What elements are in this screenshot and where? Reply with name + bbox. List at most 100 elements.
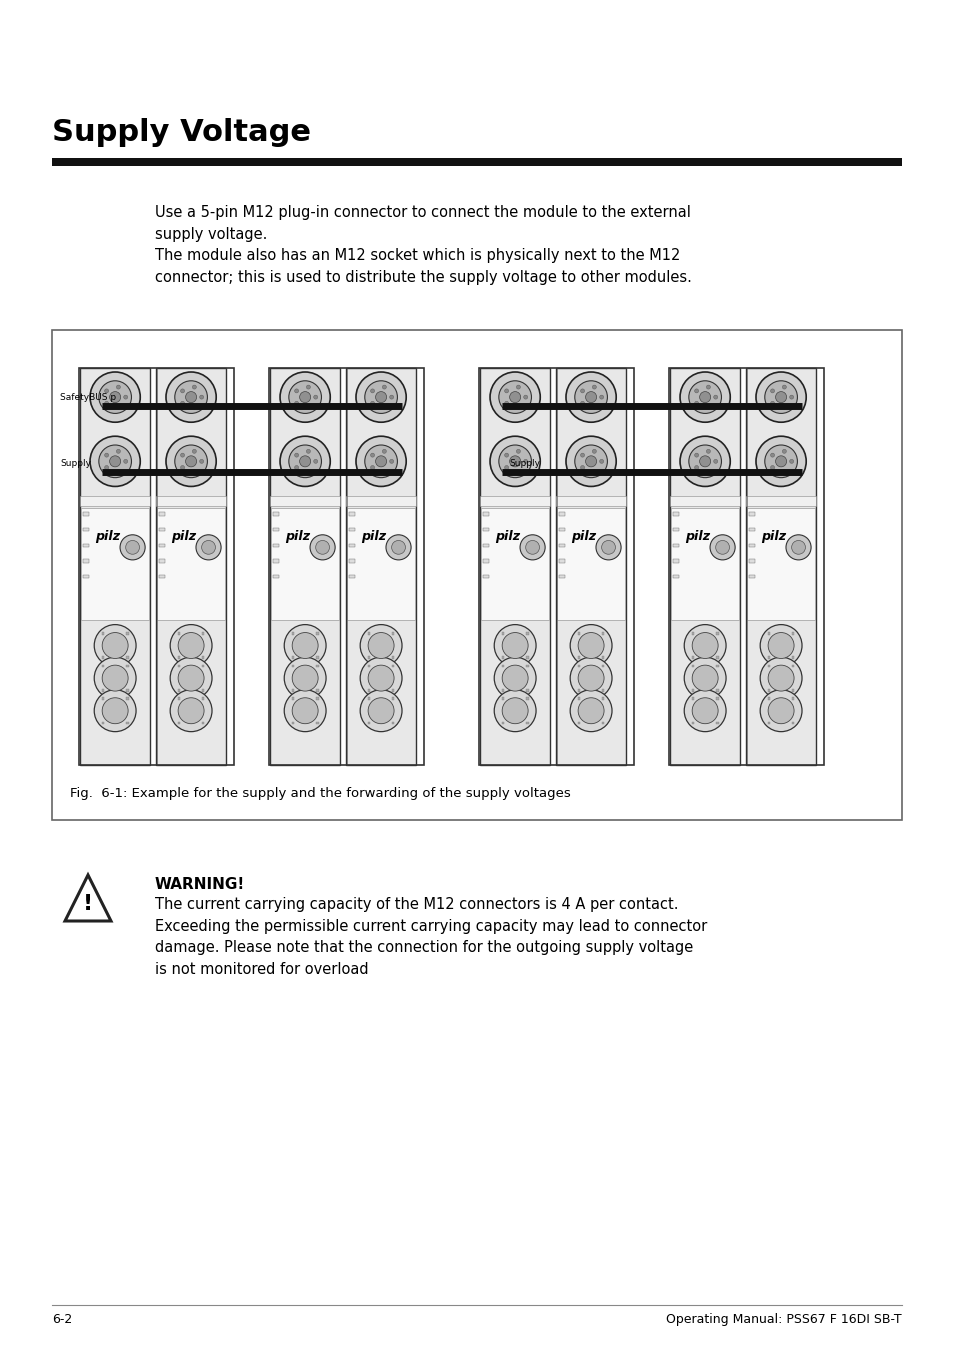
Bar [791,665,794,667]
Circle shape [360,624,401,666]
Circle shape [504,401,508,405]
Text: Operating Manual: PSS67 F 16DI SB-T: Operating Manual: PSS67 F 16DI SB-T [666,1313,901,1325]
Circle shape [105,453,109,457]
Circle shape [370,453,375,457]
Bar [525,632,528,635]
Circle shape [578,632,603,658]
Circle shape [509,392,520,403]
Bar [157,508,225,620]
Circle shape [289,444,321,478]
Circle shape [124,394,128,399]
Circle shape [94,624,136,666]
Bar [202,697,204,700]
Bar [601,697,604,700]
Circle shape [180,389,184,393]
Circle shape [679,436,729,486]
Bar [483,512,488,516]
Circle shape [284,657,326,698]
Circle shape [382,405,386,409]
Text: The current carrying capacity of the M12 connectors is 4 A per contact.
Exceedin: The current carrying capacity of the M12… [154,897,706,977]
Bar [346,367,416,765]
Circle shape [370,389,375,393]
Bar [501,689,504,692]
Circle shape [180,453,184,457]
Circle shape [494,690,536,732]
Circle shape [694,466,698,470]
Bar [159,543,165,547]
Bar [748,543,754,547]
Bar [177,657,180,659]
Circle shape [760,657,801,698]
Bar [558,574,564,578]
Bar [177,689,180,692]
Bar [483,528,488,531]
Circle shape [592,450,596,454]
Bar [159,512,165,516]
Circle shape [99,381,132,413]
Circle shape [170,657,212,698]
Circle shape [679,372,729,423]
Bar [691,665,694,667]
Bar [347,508,415,620]
Text: SafetyBUS p: SafetyBUS p [60,393,116,403]
Bar [556,496,625,507]
Circle shape [102,697,128,724]
Bar [745,496,815,507]
Circle shape [767,697,793,724]
Circle shape [523,459,527,463]
Circle shape [166,436,216,486]
Bar [102,665,104,667]
Text: pilz: pilz [760,530,786,543]
Circle shape [683,657,725,698]
Circle shape [767,665,793,692]
Circle shape [105,466,109,470]
Bar [102,657,104,659]
Circle shape [180,466,184,470]
Circle shape [116,385,120,389]
Circle shape [315,540,329,554]
Circle shape [760,690,801,732]
Circle shape [705,469,710,473]
Bar [525,657,528,659]
Circle shape [386,535,411,559]
Circle shape [565,372,616,423]
Circle shape [688,381,720,413]
Text: Fig.  6-1: Example for the supply and the forwarding of the supply voltages: Fig. 6-1: Example for the supply and the… [70,788,570,800]
Circle shape [692,665,718,692]
Circle shape [368,632,394,658]
Bar [557,508,624,620]
Bar [746,508,814,620]
Bar [392,665,395,667]
Circle shape [490,436,539,486]
Bar [83,528,89,531]
Bar [578,657,579,659]
Bar [791,689,794,692]
Bar [558,528,564,531]
Bar [102,632,104,635]
Bar [349,574,355,578]
Bar [748,559,754,562]
Circle shape [781,405,785,409]
Bar [367,632,370,635]
Circle shape [102,632,128,658]
Bar [126,632,129,635]
Text: Supply: Supply [60,459,91,467]
Circle shape [699,455,710,467]
Circle shape [178,632,204,658]
Circle shape [694,389,698,393]
Bar [691,697,694,700]
Bar [177,665,180,667]
Bar [273,528,278,531]
Bar [670,367,740,765]
Bar [673,543,679,547]
Circle shape [709,535,735,559]
Circle shape [523,394,527,399]
Bar [102,697,104,700]
Bar [767,689,769,692]
Text: pilz: pilz [571,530,596,543]
Circle shape [570,690,612,732]
Bar [392,697,395,700]
Circle shape [280,372,330,423]
Circle shape [764,444,797,478]
Circle shape [570,657,612,698]
